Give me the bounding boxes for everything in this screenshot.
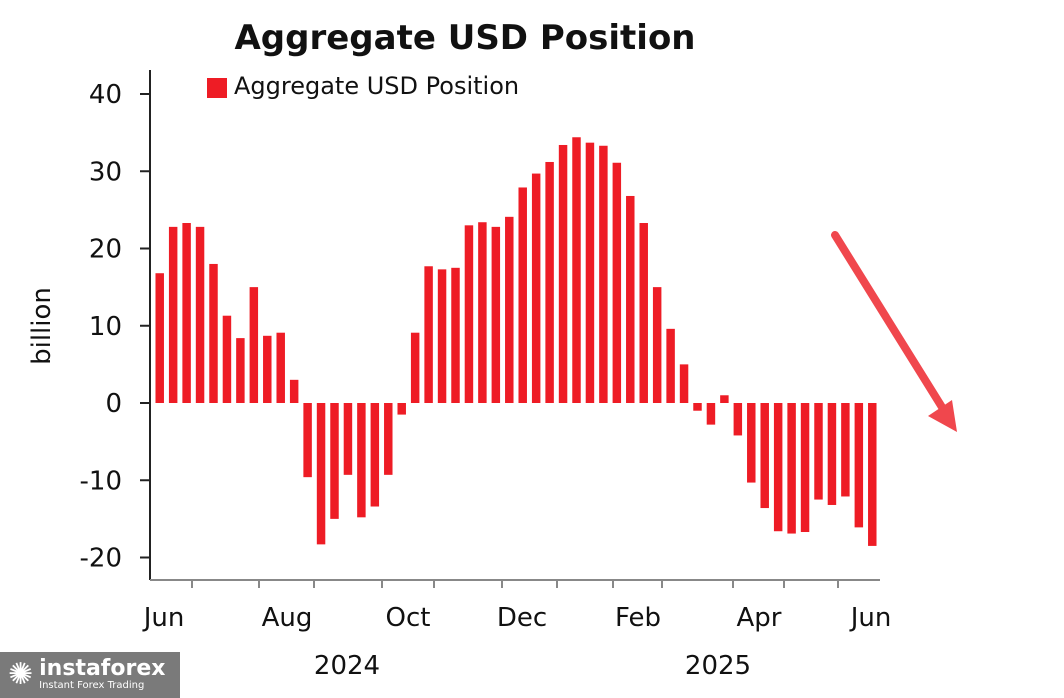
bar: [531, 173, 541, 403]
bars: [155, 137, 877, 546]
x-tick-label: Aug: [262, 603, 313, 633]
bar: [558, 144, 568, 404]
x-tick-label: Oct: [386, 603, 431, 633]
x-tick-label: Jun: [142, 603, 185, 633]
bar: [276, 332, 285, 403]
bar: [773, 403, 783, 532]
bar: [249, 287, 259, 403]
logo-brand: instaforex: [39, 656, 166, 681]
instaforex-logo: ✺ instaforex Instant Forex Trading: [0, 652, 180, 698]
bar: [289, 379, 299, 403]
bar: [679, 364, 689, 403]
bar: [168, 226, 178, 403]
bar: [236, 338, 245, 403]
bar: [841, 403, 850, 497]
bar: [585, 142, 595, 404]
bar: [639, 223, 648, 403]
bar: [626, 195, 635, 403]
bar: [384, 403, 393, 475]
bar: [693, 403, 702, 411]
bar: [545, 161, 554, 403]
y-tick-label: 40: [89, 80, 122, 110]
bar: [720, 395, 729, 403]
bar: [410, 332, 420, 403]
bar: [343, 403, 353, 475]
y-tick-label: 0: [105, 389, 122, 419]
bar: [478, 222, 487, 403]
y-axis-label: billion: [27, 287, 57, 365]
bar: [316, 403, 326, 545]
bar: [652, 287, 662, 403]
x-tick-label: Dec: [497, 603, 547, 633]
bar: [800, 403, 810, 533]
bar: [868, 403, 877, 546]
legend-swatch: [207, 78, 227, 98]
y-axis: 40 30 20 10 0 -10 -20: [80, 70, 151, 580]
logo-tagline: Instant Forex Trading: [39, 680, 145, 691]
x-tick-label: Feb: [615, 603, 661, 633]
bar: [706, 403, 716, 425]
y-tick-label: 30: [89, 157, 122, 187]
bar: [437, 269, 447, 403]
bar: [518, 187, 527, 403]
bar: [397, 403, 406, 415]
year-label: 2025: [685, 651, 751, 681]
y-tick-label: 10: [89, 312, 122, 342]
bar: [303, 403, 312, 478]
bar: [572, 137, 581, 403]
bar: [612, 162, 622, 403]
y-tick-label: -20: [80, 544, 122, 574]
x-axis: Jun Aug Oct Dec Feb Apr Jun 2024 2025: [142, 579, 892, 681]
legend-label: Aggregate USD Position: [234, 72, 519, 100]
bar: [370, 403, 380, 507]
y-tick-label: 20: [89, 235, 122, 265]
bar: [599, 145, 608, 403]
bar: [827, 403, 837, 505]
bar: [263, 335, 272, 403]
year-label: 2024: [314, 651, 380, 681]
bar: [491, 226, 501, 403]
bar: [760, 403, 769, 509]
logo-icon: ✺: [8, 657, 34, 692]
bar: [209, 263, 218, 403]
bar: [787, 403, 796, 534]
bar: [814, 403, 823, 500]
x-tick-label: Apr: [737, 603, 782, 633]
bar: [195, 226, 205, 403]
bar: [451, 267, 460, 403]
bar: [666, 328, 675, 403]
bar: [357, 403, 366, 518]
bar: [505, 216, 514, 403]
trend-arrow: [831, 231, 957, 432]
bar: [330, 403, 339, 519]
x-tick-label: Jun: [849, 603, 892, 633]
bar: [155, 273, 164, 403]
bar: [424, 266, 433, 403]
bar: [854, 403, 864, 528]
bar: [747, 403, 756, 483]
bar: [464, 225, 474, 403]
y-tick-label: -10: [80, 466, 122, 496]
bar: [222, 315, 232, 403]
bar: [182, 223, 191, 403]
chart-title: Aggregate USD Position: [234, 18, 695, 58]
bar: [733, 403, 743, 436]
